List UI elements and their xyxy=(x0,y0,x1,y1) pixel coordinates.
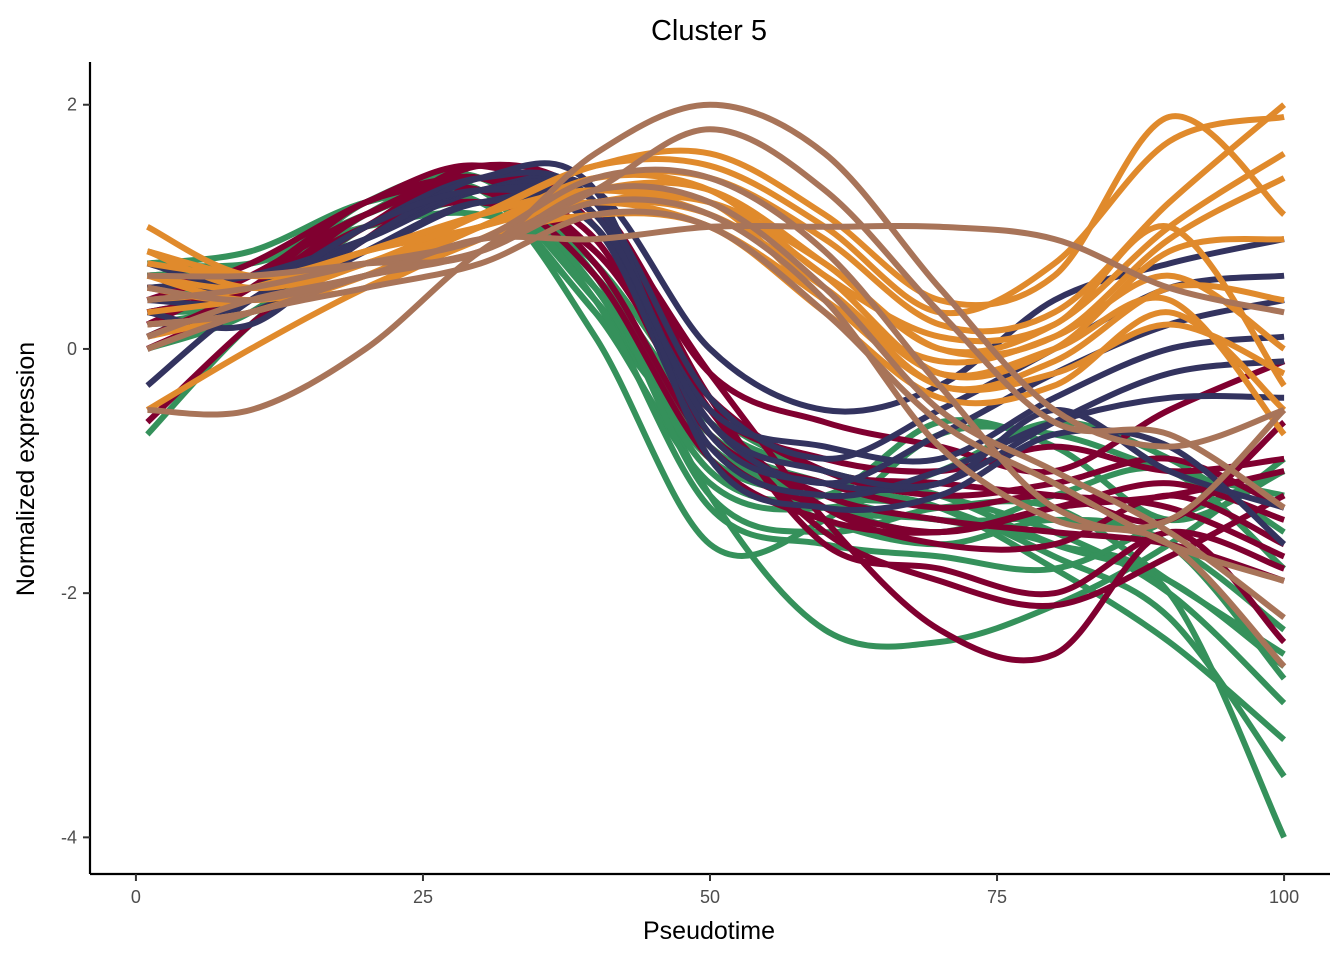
x-tick-label: 25 xyxy=(413,887,433,907)
y-axis-title: Normalized expression xyxy=(12,342,40,596)
y-tick-label: 0 xyxy=(67,339,77,359)
series-line-crimson-24 xyxy=(146,184,1285,536)
y-tick-label: -4 xyxy=(61,827,77,847)
chart-title: Cluster 5 xyxy=(651,15,767,47)
series-line-navy-34 xyxy=(146,183,1286,511)
series-line-tan-52 xyxy=(147,183,1286,621)
y-tick-label: -2 xyxy=(61,583,77,603)
axes: 0 25 50 75 100 2 0 -2 -4 xyxy=(61,62,1330,907)
series-lines xyxy=(145,101,1287,839)
x-tick-label: 50 xyxy=(700,887,720,907)
x-axis-title: Pseudotime xyxy=(643,917,775,945)
series-line-tan-48 xyxy=(147,126,1286,511)
y-tick-label: 2 xyxy=(67,95,77,115)
x-tick-label: 0 xyxy=(131,887,141,907)
x-tick-label: 75 xyxy=(987,887,1007,907)
x-tick-label: 100 xyxy=(1269,887,1299,907)
series-line-tan-53 xyxy=(146,208,1286,584)
